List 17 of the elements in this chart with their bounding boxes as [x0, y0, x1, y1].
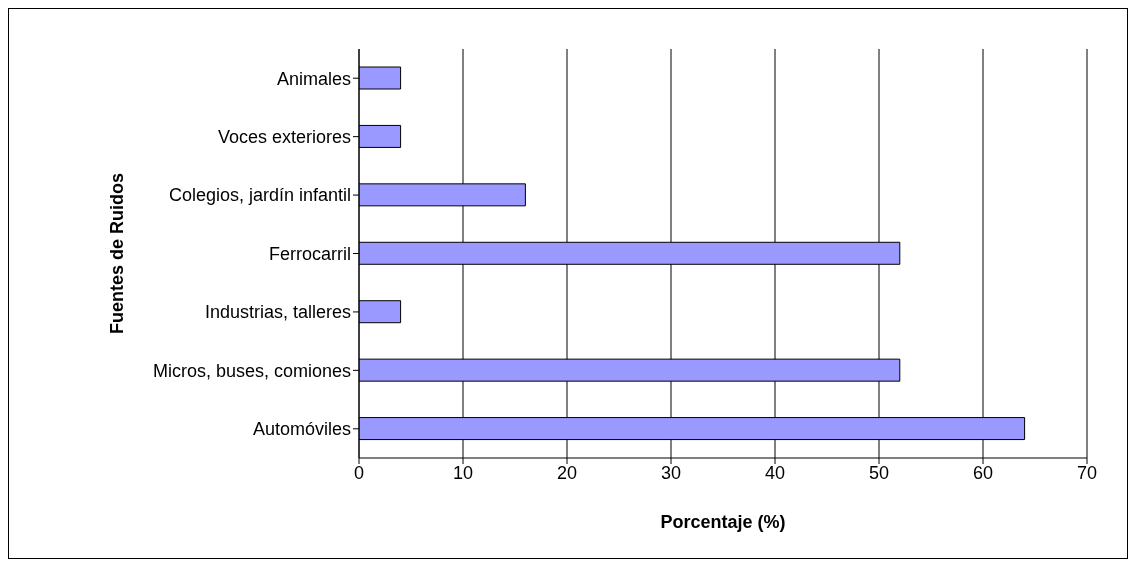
x-tick-label: 70 — [1076, 462, 1098, 483]
x-axis-title: Porcentaje (%) — [660, 512, 786, 532]
x-tick-label: 20 — [556, 462, 578, 483]
y-tick-label: Voces exteriores — [217, 127, 351, 148]
x-tick-label: 40 — [764, 462, 786, 483]
x-tick-label: 30 — [660, 462, 682, 483]
y-tick-label: Colegios, jardín infantil — [168, 185, 351, 206]
x-tick-label: 10 — [452, 462, 474, 483]
y-tick-label: Animales — [276, 68, 351, 89]
y-tick-label: Automóviles — [252, 419, 351, 440]
y-tick-label: Ferrocarril — [268, 243, 351, 264]
x-tick-label: 50 — [868, 462, 890, 483]
x-tick-label: 0 — [353, 462, 365, 483]
x-tick-label: 60 — [972, 462, 994, 483]
y-tick-label: Micros, buses, comiones — [152, 360, 351, 381]
y-tick-label: Industrias, talleres — [204, 302, 351, 323]
y-axis-title: Fuentes de Ruidos — [107, 172, 128, 335]
